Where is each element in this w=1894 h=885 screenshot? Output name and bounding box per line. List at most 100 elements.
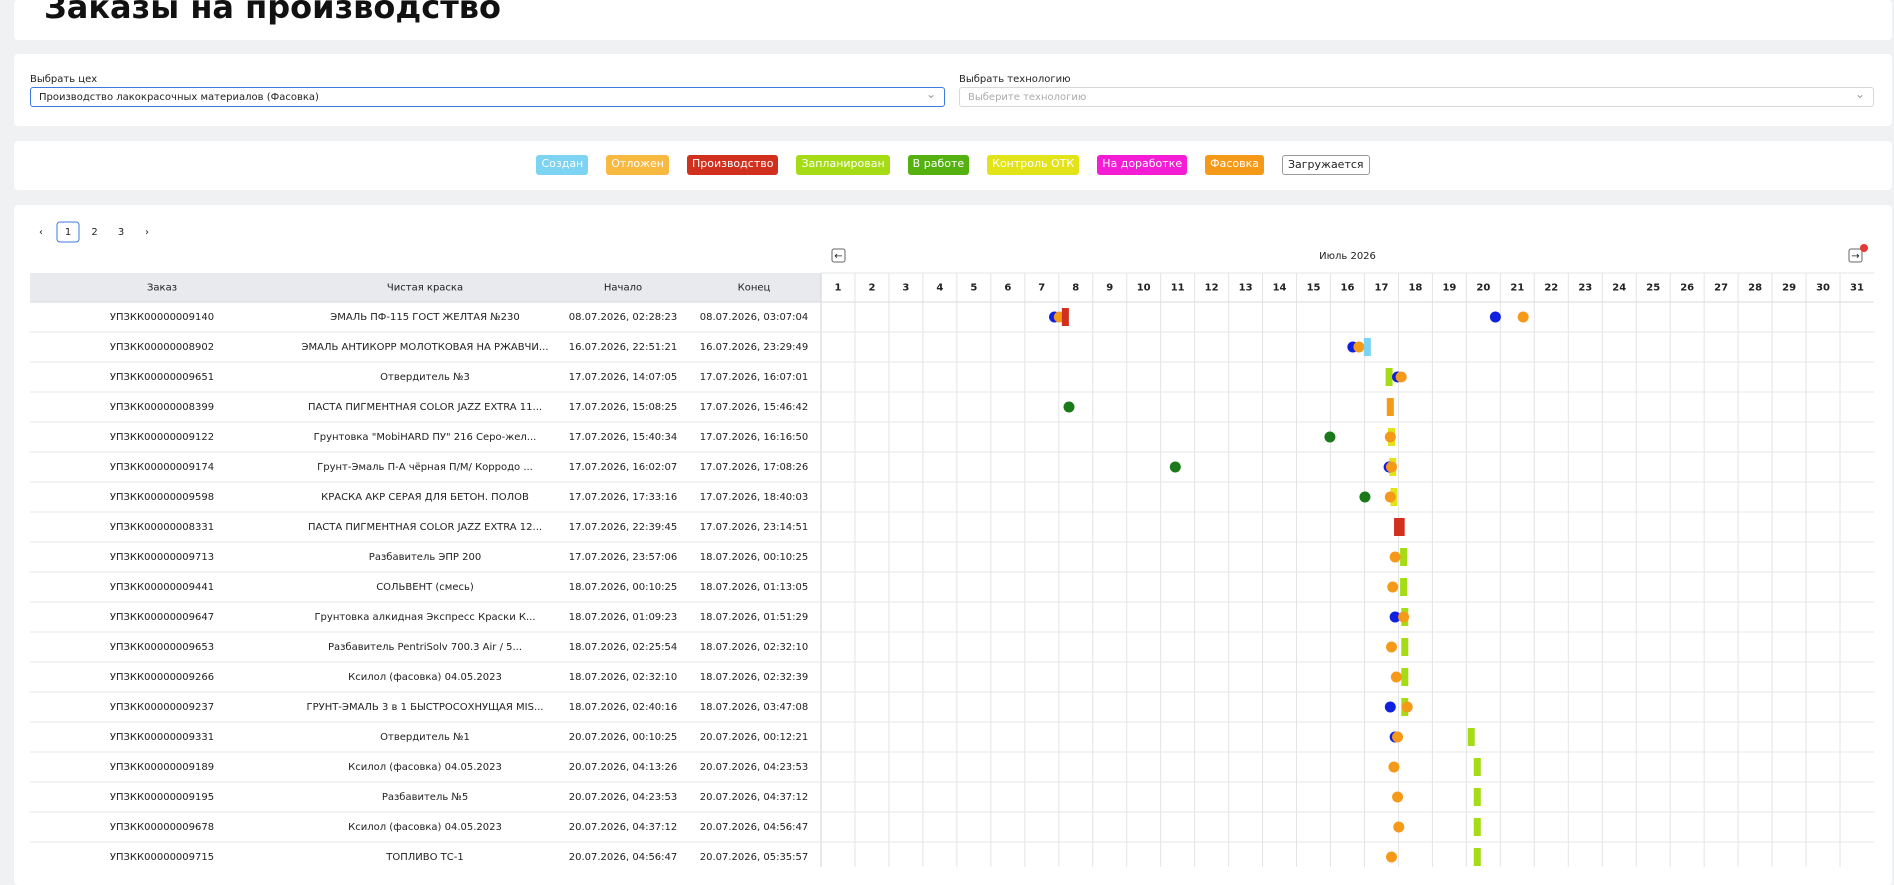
cell: УПЗКК00000009441	[110, 582, 214, 593]
cell: УПЗКК00000009174	[110, 462, 214, 473]
technology-select[interactable]: Выберите технологию	[959, 84, 1874, 107]
gantt-bar	[1363, 338, 1371, 356]
legend-chip[interactable]: На доработке	[1097, 155, 1188, 175]
cell: 17.07.2026, 18:40:03	[700, 492, 809, 503]
cell: Ксилол (фасовка) 04.05.2023	[348, 822, 502, 833]
gantt-dot	[1392, 791, 1404, 803]
page-number[interactable]: 1	[65, 227, 71, 238]
cell: УПЗКК00000009122	[110, 432, 214, 443]
cell: 20.07.2026, 04:23:53	[700, 762, 809, 773]
day-label: 2	[868, 283, 875, 294]
workshop-select[interactable]: Производство лакокрасочных материалов (Ф…	[30, 84, 945, 107]
day-label: 21	[1510, 283, 1524, 294]
day-label: 4	[936, 283, 943, 294]
cell: УПЗКК00000008902	[110, 342, 214, 353]
cell: 18.07.2026, 01:51:29	[700, 612, 809, 623]
column-header: Начало	[604, 283, 642, 294]
day-label: 22	[1544, 283, 1558, 294]
gantt-dot	[1489, 311, 1501, 323]
gantt-bar	[1061, 308, 1069, 326]
cell: 20.07.2026, 04:56:47	[700, 822, 809, 833]
legend-chip[interactable]: Контроль ОТК	[987, 155, 1080, 175]
cell: 17.07.2026, 16:02:07	[569, 462, 678, 473]
gantt-dot	[1390, 671, 1402, 683]
cell: 08.07.2026, 03:07:04	[700, 312, 809, 323]
cell: Грунтовка алкидная Экспресс Краски К...	[314, 612, 535, 623]
cell: 08.07.2026, 02:28:23	[569, 312, 678, 323]
cell: 20.07.2026, 00:10:25	[569, 732, 678, 743]
cell: УПЗКК00000009140	[110, 312, 214, 323]
cell: Разбавитель №5	[382, 792, 468, 803]
day-label: 24	[1612, 283, 1626, 294]
day-label: 23	[1578, 283, 1592, 294]
gantt-dot	[1386, 641, 1398, 653]
nav-prev[interactable]	[831, 248, 846, 263]
cell: УПЗКК00000009189	[110, 762, 214, 773]
gantt-dot	[1388, 761, 1400, 773]
legend-chip[interactable]: Производство	[686, 155, 779, 175]
column-header: Заказ	[147, 283, 177, 294]
legend-chip[interactable]: В работе	[907, 155, 970, 175]
gantt-dot	[1401, 701, 1413, 713]
cell: ЭМАЛЬ ПФ-115 ГОСТ ЖЕЛТАЯ №230	[330, 312, 519, 323]
gantt-bar	[1401, 668, 1409, 686]
column-header: Конец	[738, 283, 771, 294]
gantt-dot	[1392, 731, 1404, 743]
cell: Разбавитель ЭПР 200	[369, 552, 481, 563]
legend-chip[interactable]: Отложен	[606, 155, 669, 175]
cell: 18.07.2026, 02:40:16	[569, 702, 678, 713]
day-label: 9	[1106, 283, 1113, 294]
day-label: 17	[1375, 283, 1389, 294]
cell: УПЗКК00000008399	[110, 402, 214, 413]
gantt-dot	[1389, 611, 1401, 623]
day-label: 30	[1816, 283, 1830, 294]
gantt-bar	[1401, 638, 1409, 656]
gantt-bar	[1473, 788, 1481, 806]
gantt-dot	[1389, 551, 1401, 563]
legend-chip[interactable]: Создан	[536, 155, 589, 175]
cell: 16.07.2026, 22:51:21	[569, 342, 678, 353]
gantt-dot	[1386, 461, 1398, 473]
gantt-bar	[1467, 728, 1475, 746]
cell: Отвердитель №3	[380, 372, 470, 383]
legend-chip[interactable]: Фасовка	[1205, 155, 1264, 175]
cell: 17.07.2026, 14:07:05	[569, 372, 678, 383]
gantt-bar	[1397, 518, 1405, 536]
cell: 18.07.2026, 01:13:05	[700, 582, 809, 593]
gantt-bar	[1394, 518, 1402, 536]
day-label: 16	[1341, 283, 1355, 294]
day-label: 10	[1137, 283, 1151, 294]
gantt-bar	[1385, 368, 1393, 386]
gantt-table: ‹ 1 2 3 ›Июль 2026← →Заказ Чистая краска Начало…	[30, 221, 1874, 885]
nav-prev-icon: ←	[834, 251, 842, 262]
cell: Отвердитель №1	[380, 732, 470, 743]
legend-chip[interactable]: Запланирован	[796, 155, 890, 175]
cell: 18.07.2026, 03:47:08	[700, 702, 809, 713]
cell: 20.07.2026, 04:37:12	[569, 822, 678, 833]
day-label: 26	[1680, 283, 1694, 294]
nav-next[interactable]	[1848, 248, 1863, 263]
day-label: 6	[1004, 283, 1011, 294]
legend-chip[interactable]: Загружается	[1281, 155, 1370, 175]
day-label: 12	[1205, 283, 1219, 294]
cell: УПЗКК00000009598	[110, 492, 214, 503]
cell: 18.07.2026, 00:10:25	[569, 582, 678, 593]
cell: КРАСКА АКР СЕРАЯ ДЛЯ БЕТОН. ПОЛОВ	[321, 492, 529, 503]
cell: 20.07.2026, 04:56:47	[569, 852, 678, 863]
cell: 20.07.2026, 00:12:21	[700, 732, 809, 743]
cell: УПЗКК00000009195	[110, 792, 214, 803]
cell: УПЗКК00000009647	[110, 612, 214, 623]
month-label: Июль 2026	[1319, 251, 1376, 262]
cell: 18.07.2026, 01:09:23	[569, 612, 678, 623]
day-label: 8	[1072, 283, 1079, 294]
gantt-dot	[1395, 371, 1407, 383]
page-number[interactable]: 3	[118, 227, 124, 238]
gantt-bar	[1473, 818, 1481, 836]
legend: Создан Отложен Производство Запланирован В р…	[14, 155, 1892, 175]
page-active[interactable]	[56, 221, 80, 243]
cell: СОЛЬВЕНТ (смесь)	[376, 582, 474, 593]
cell: Грунт-Эмаль П-А чёрная П/М/ Корродо ...	[317, 462, 533, 473]
page-number[interactable]: 2	[91, 227, 97, 238]
gantt-dot	[1063, 401, 1075, 413]
gantt-bar	[1473, 848, 1481, 866]
